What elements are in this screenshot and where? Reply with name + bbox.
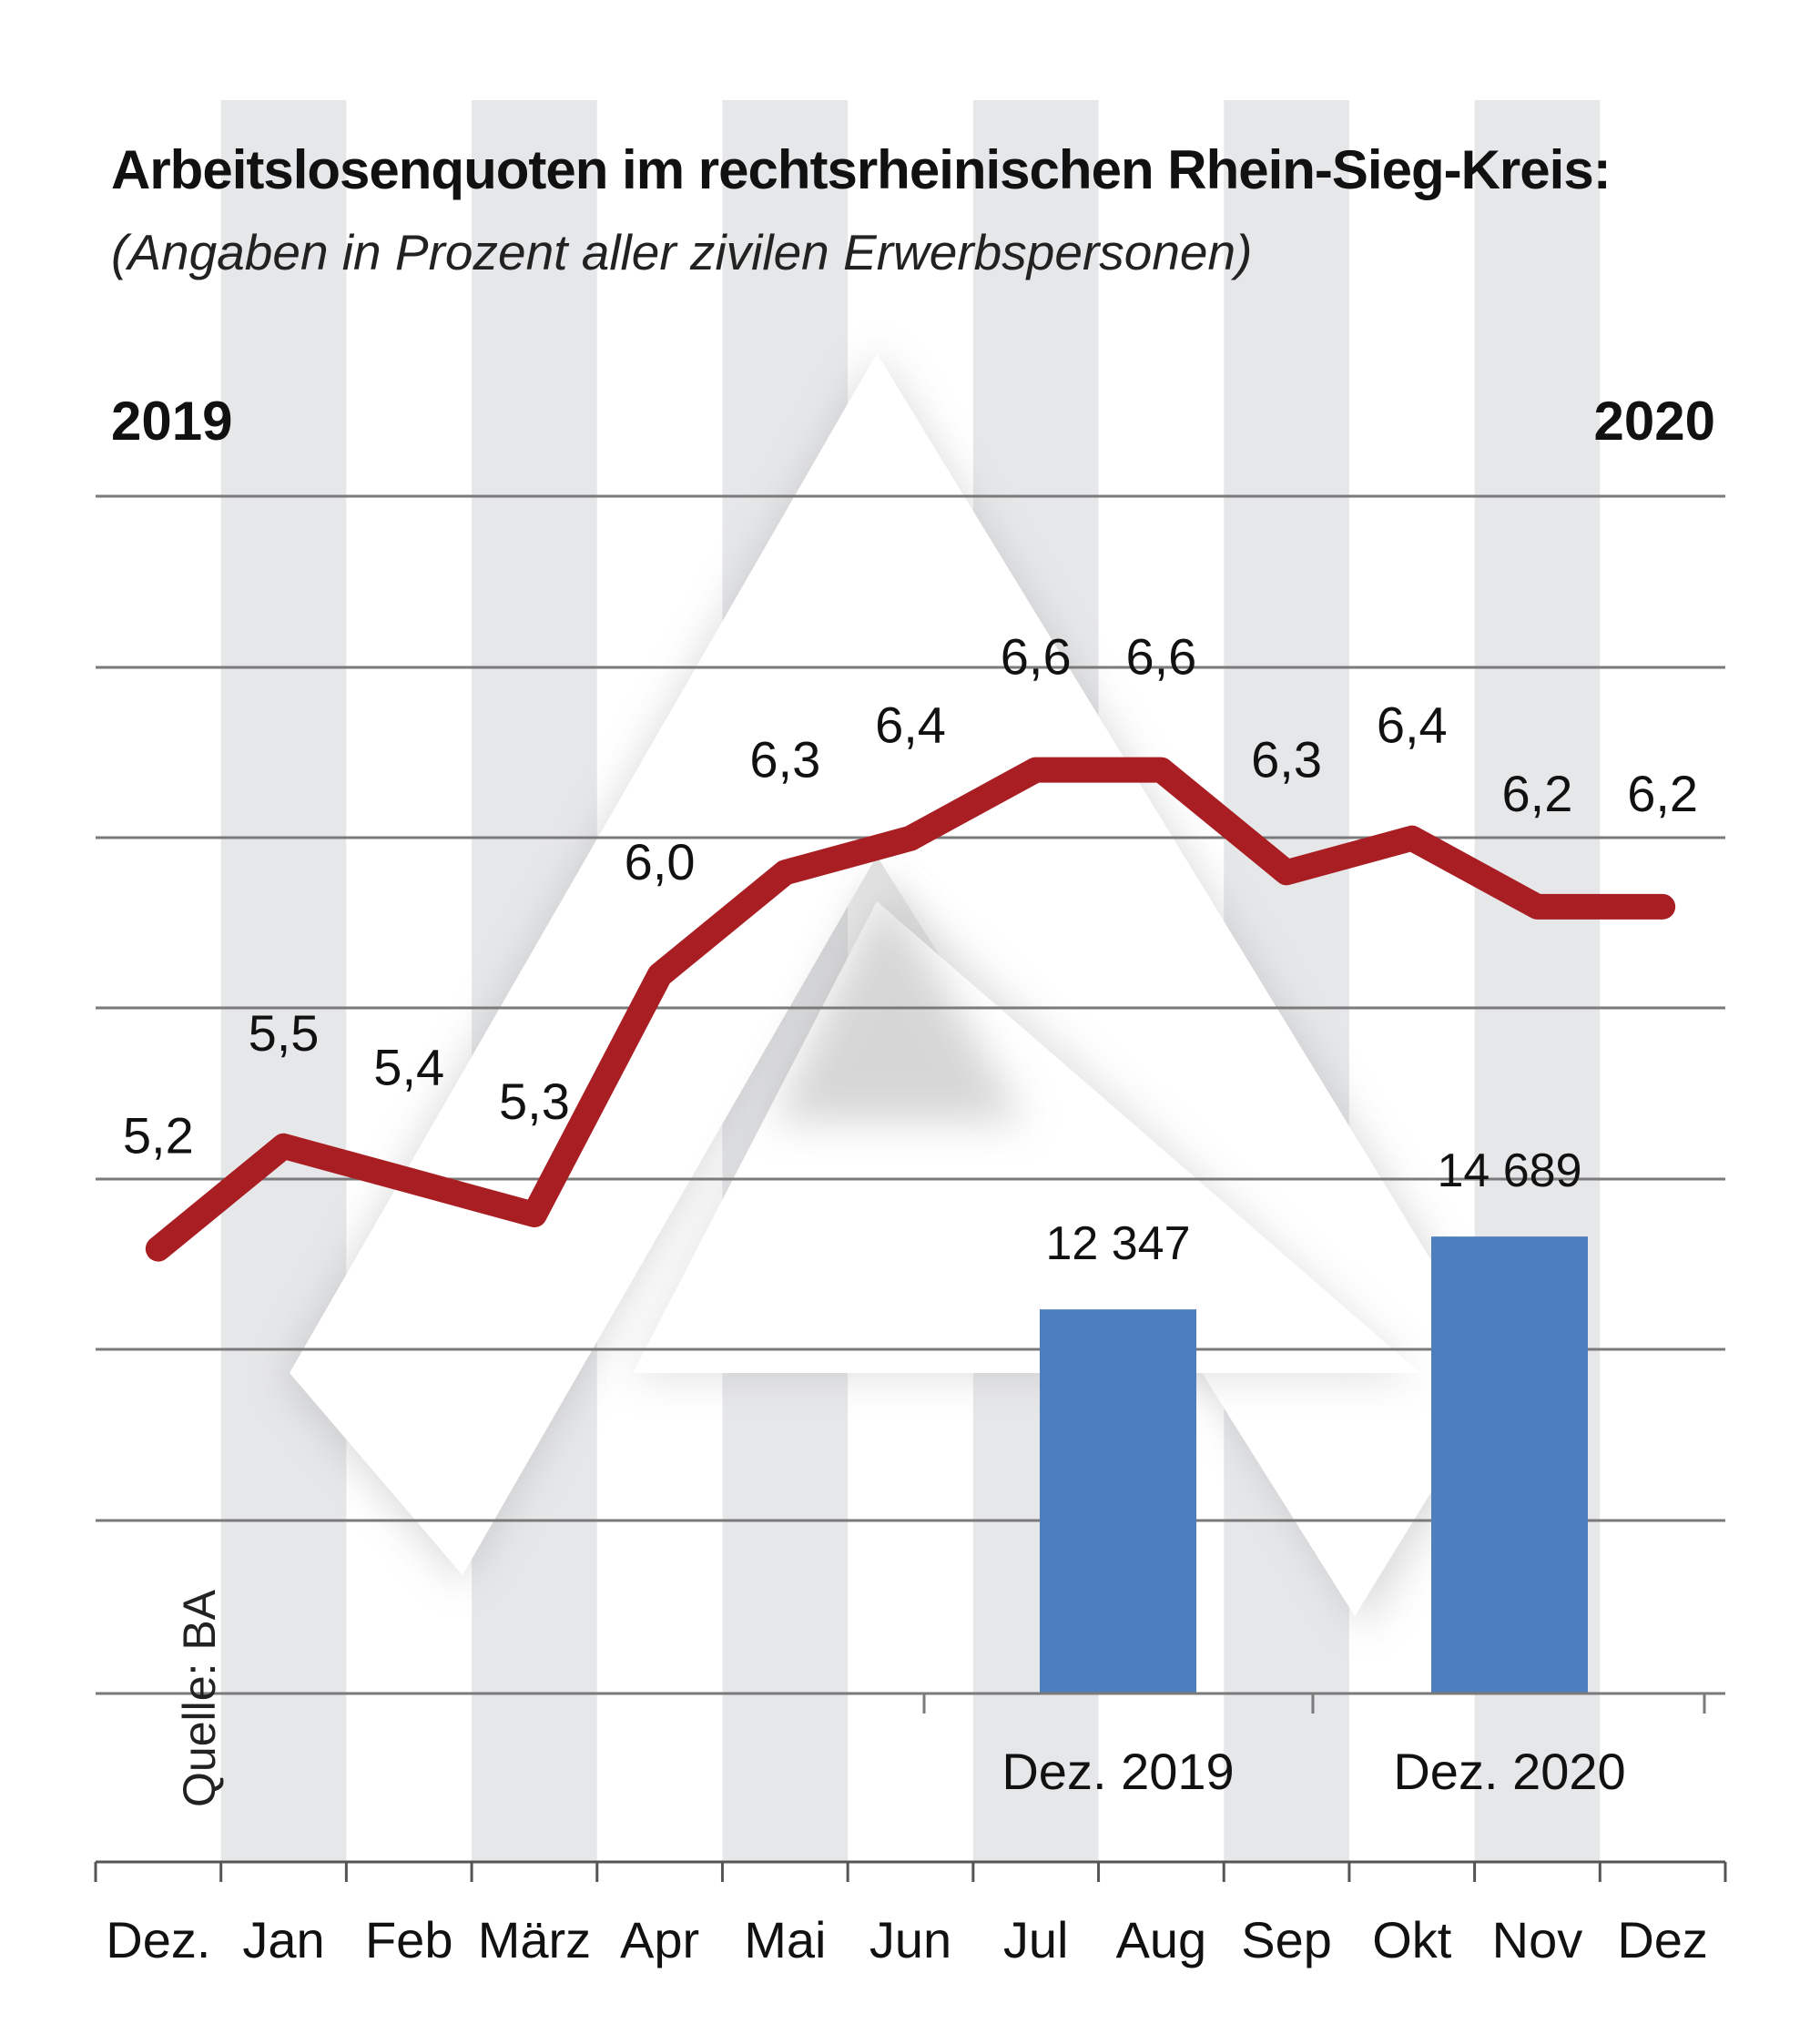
- chart-title: Arbeitslosenquoten im rechtsrheinischen …: [111, 139, 1612, 200]
- line-value-label: 6,6: [1125, 628, 1196, 686]
- x-tick-label: Jul: [1003, 1911, 1069, 1968]
- x-tick-label: März: [478, 1911, 591, 1968]
- watermark-logo: [282, 353, 1511, 1630]
- bar-category-label: Dez. 2019: [1002, 1743, 1234, 1800]
- x-axis: Dez. Jan Feb März Apr Mai Jun Jul Aug Sep Okt Nov De…: [94, 1860, 1727, 1968]
- x-tick-label: Feb: [365, 1911, 453, 1968]
- line-value-label: 6,3: [749, 730, 820, 788]
- line-value-label: 5,4: [373, 1038, 444, 1095]
- column-stripe: [220, 100, 347, 1862]
- line-value-label: 6,3: [1251, 730, 1322, 788]
- x-tick-label: Okt: [1372, 1911, 1452, 1968]
- x-tick-label: Sep: [1241, 1911, 1332, 1968]
- line-series: [145, 757, 1676, 1262]
- bar: [1040, 1309, 1196, 1693]
- line-value-label: 6,2: [1502, 765, 1573, 822]
- bar-series: 12 347 Dez. 2019 14 689 Dez. 2020: [922, 1144, 1706, 1800]
- x-tick-label: Apr: [620, 1911, 699, 1968]
- line-value-label: 6,6: [1001, 628, 1072, 686]
- year-end-label: 2020: [1593, 391, 1715, 452]
- source-note: Quelle: BA: [174, 1589, 225, 1807]
- x-tick-label: Jan: [242, 1911, 324, 1968]
- x-tick-label: Dez.: [106, 1911, 210, 1968]
- bar: [1431, 1236, 1588, 1693]
- line-value-label: 6,0: [625, 833, 696, 890]
- bar-value-label: 14 689: [1437, 1144, 1581, 1197]
- line-value-label: 5,5: [249, 1004, 320, 1062]
- value-labels: 5,2 5,5 5,4 5,3 6,0 6,3 6,4 6,6 6,6 6,3 6,4 6,2 6,2: [123, 628, 1698, 1164]
- year-start-label: 2019: [111, 391, 233, 452]
- bar-value-label: 12 347: [1045, 1217, 1190, 1270]
- unemployment-rate-line: [145, 757, 1676, 1262]
- x-tick-label: Jun: [869, 1911, 951, 1968]
- line-value-label: 6,4: [875, 697, 946, 754]
- line-value-label: 6,2: [1627, 765, 1698, 822]
- line-value-label: 5,3: [499, 1073, 570, 1130]
- chart-subtitle: (Angaben in Prozent aller zivilen Erwerb…: [111, 224, 1253, 280]
- bar-category-label: Dez. 2020: [1393, 1743, 1625, 1800]
- line-value-label: 5,2: [123, 1107, 194, 1164]
- x-tick-label: Nov: [1492, 1911, 1583, 1968]
- x-tick-label: Dez: [1617, 1911, 1708, 1968]
- x-tick-label: Aug: [1116, 1911, 1207, 1968]
- line-value-label: 6,4: [1377, 697, 1448, 754]
- x-tick-label: Mai: [744, 1911, 826, 1968]
